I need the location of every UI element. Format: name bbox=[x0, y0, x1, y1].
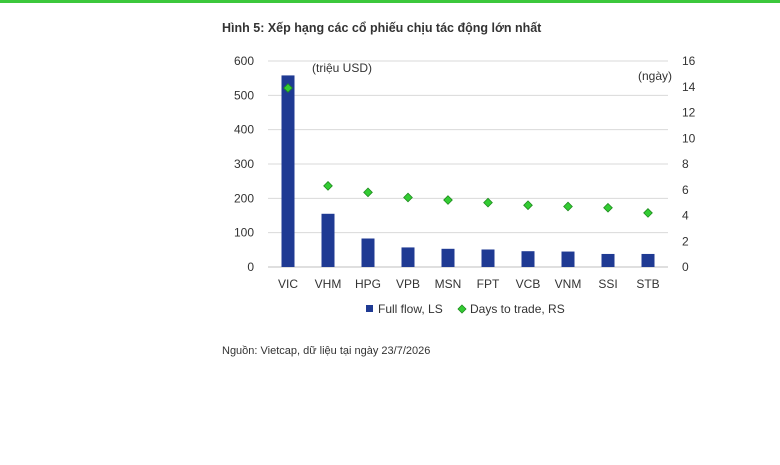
y-left-tick-label: 200 bbox=[234, 191, 254, 205]
bar-vpb bbox=[401, 247, 415, 267]
point-hpg bbox=[363, 187, 373, 198]
y-left-tick-label: 300 bbox=[234, 157, 254, 171]
legend-swatch-bars bbox=[366, 305, 373, 312]
x-tick-label: MSN bbox=[435, 277, 462, 291]
y-right-tick-label: 12 bbox=[682, 106, 696, 120]
x-tick-label: VNM bbox=[555, 277, 582, 291]
y-right-tick-label: 0 bbox=[682, 260, 689, 274]
bar-ssi bbox=[601, 253, 615, 267]
y-right-tick-label: 14 bbox=[682, 80, 696, 94]
top-accent-rule bbox=[0, 0, 780, 3]
y-right-tick-label: 16 bbox=[682, 54, 696, 68]
y-right-tick-label: 4 bbox=[682, 209, 689, 223]
point-vnm bbox=[563, 201, 573, 212]
legend-label-bars: Full flow, LS bbox=[378, 302, 443, 316]
x-tick-label: VIC bbox=[278, 277, 298, 291]
point-msn bbox=[443, 195, 453, 205]
bar-vcb bbox=[521, 251, 535, 267]
bar-vhm bbox=[321, 213, 335, 267]
y-right-tick-label: 2 bbox=[682, 234, 689, 248]
point-stb bbox=[643, 208, 653, 218]
bar-msn bbox=[441, 248, 455, 267]
bar-vic bbox=[281, 75, 295, 267]
y-left-tick-label: 400 bbox=[234, 123, 254, 137]
x-tick-label: VCB bbox=[516, 277, 541, 291]
x-tick-label: SSI bbox=[598, 277, 617, 291]
left-axis-unit: (triệu USD) bbox=[312, 61, 372, 75]
y-left-tick-label: 600 bbox=[234, 54, 254, 68]
y-right-tick-label: 6 bbox=[682, 183, 689, 197]
y-left-tick-label: 100 bbox=[234, 226, 254, 240]
y-left-tick-label: 0 bbox=[247, 260, 254, 274]
legend-swatch-points bbox=[457, 304, 467, 314]
bar-stb bbox=[641, 253, 655, 267]
point-ssi bbox=[603, 202, 613, 213]
x-tick-label: FPT bbox=[477, 277, 500, 291]
point-vhm bbox=[323, 181, 333, 191]
right-axis-unit: (ngày) bbox=[638, 69, 672, 83]
x-tick-label: HPG bbox=[355, 277, 381, 291]
bar-vnm bbox=[561, 251, 575, 267]
x-tick-label: VHM bbox=[315, 277, 342, 291]
y-left-tick-label: 500 bbox=[234, 88, 254, 102]
source-note: Nguồn: Vietcap, dữ liệu tại ngày 23/7/20… bbox=[222, 345, 431, 357]
bar-hpg bbox=[361, 238, 375, 267]
x-tick-label: STB bbox=[636, 277, 659, 291]
bar-fpt bbox=[481, 249, 495, 267]
y-right-tick-label: 10 bbox=[682, 131, 696, 145]
point-fpt bbox=[483, 197, 493, 208]
x-tick-label: VPB bbox=[396, 277, 420, 291]
figure-title: Hình 5: Xếp hạng các cổ phiếu chịu tác đ… bbox=[222, 21, 542, 35]
point-vcb bbox=[523, 200, 533, 211]
point-vic bbox=[283, 83, 293, 93]
y-right-tick-label: 8 bbox=[682, 157, 689, 171]
point-vpb bbox=[403, 192, 413, 203]
legend-label-points: Days to trade, RS bbox=[470, 302, 565, 316]
